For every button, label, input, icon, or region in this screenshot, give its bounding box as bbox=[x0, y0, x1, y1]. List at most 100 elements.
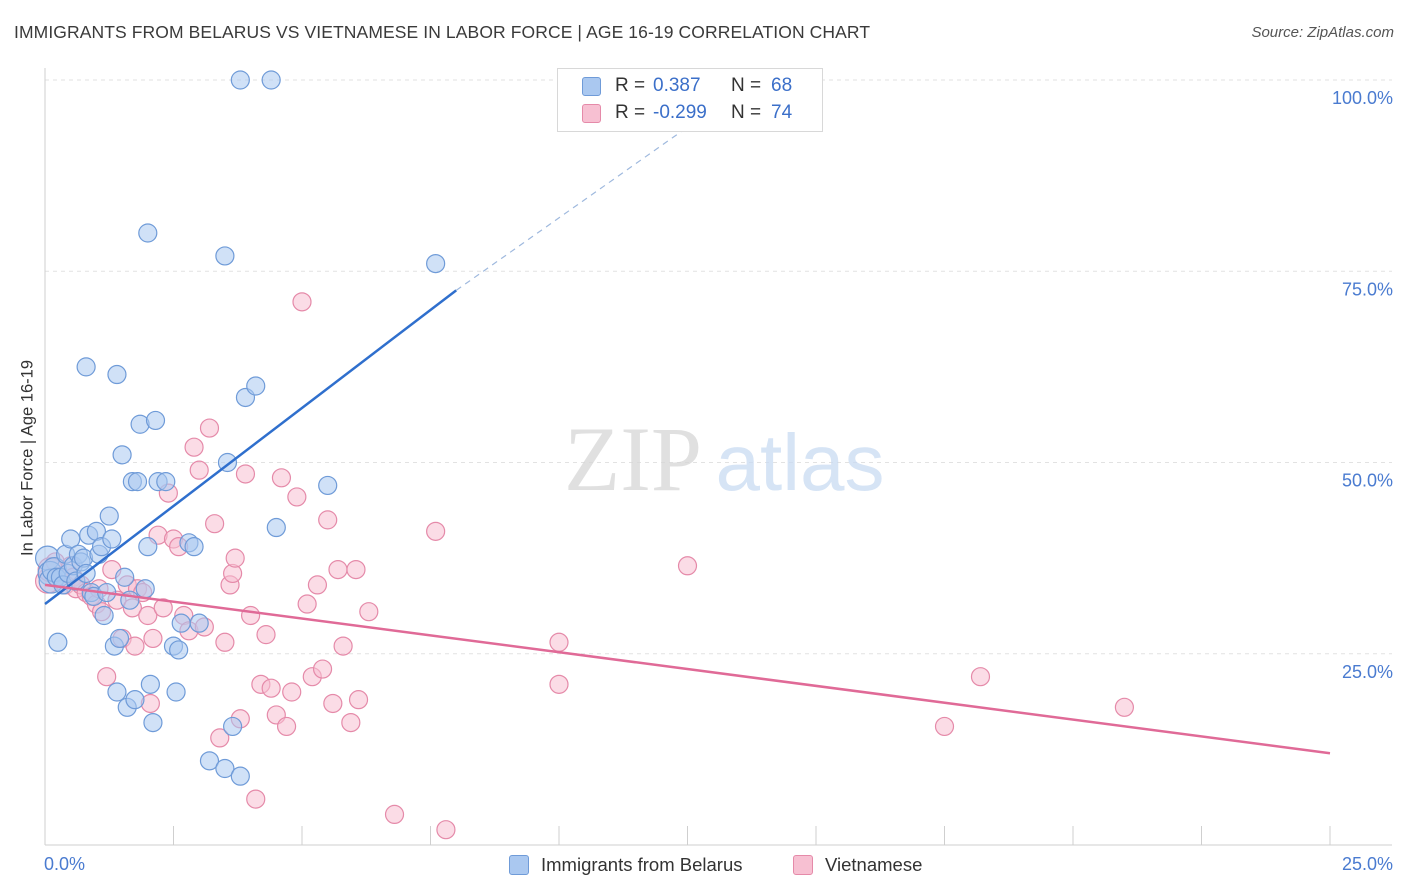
data-point bbox=[107, 364, 127, 385]
data-point bbox=[215, 246, 235, 266]
data-point bbox=[184, 537, 204, 557]
legend-row-vietnamese: R = -0.299 N = 74 bbox=[582, 101, 792, 125]
data-point bbox=[120, 590, 140, 610]
data-point bbox=[125, 636, 145, 656]
legend-r-value: -0.299 bbox=[653, 102, 707, 123]
data-point bbox=[109, 628, 130, 649]
y-tick-label: 25.0% bbox=[1342, 662, 1393, 682]
legend-n-value: 74 bbox=[771, 102, 793, 123]
data-point bbox=[230, 70, 250, 90]
legend-row-belarus: R = 0.387 N = 68 bbox=[582, 74, 792, 98]
data-point bbox=[76, 357, 96, 377]
data-point bbox=[235, 464, 256, 484]
chart-title: IMMIGRANTS FROM BELARUS VS VIETNAMESE IN… bbox=[14, 22, 871, 42]
data-point bbox=[230, 766, 250, 786]
data-point bbox=[125, 690, 145, 710]
data-point bbox=[436, 820, 456, 840]
x-tick-label: 0.0% bbox=[44, 854, 85, 874]
legend-r-label: R = bbox=[615, 102, 646, 123]
data-point bbox=[282, 682, 302, 702]
data-point bbox=[246, 376, 266, 396]
trend-lines bbox=[44, 79, 1331, 755]
data-point bbox=[549, 674, 569, 694]
data-point bbox=[970, 667, 991, 687]
data-point bbox=[297, 594, 317, 614]
data-point bbox=[271, 468, 292, 488]
data-point bbox=[934, 716, 955, 737]
data-point bbox=[112, 445, 132, 465]
grid-lines bbox=[45, 79, 1392, 655]
data-point bbox=[261, 678, 281, 698]
data-point bbox=[346, 559, 366, 580]
data-point bbox=[215, 632, 235, 652]
data-point bbox=[677, 556, 698, 576]
bottom-legend-belarus: Immigrants from Belarus bbox=[509, 852, 743, 878]
bottom-legend-vietnamese: Vietnamese bbox=[793, 852, 922, 878]
legend-n-label: N = bbox=[731, 102, 762, 123]
data-point bbox=[426, 521, 446, 541]
trend-line-belarus-extension bbox=[455, 79, 755, 291]
data-point bbox=[328, 559, 348, 580]
watermark-atlas: atlas bbox=[716, 418, 885, 507]
data-point bbox=[225, 548, 245, 568]
tick-labels: 100.0% 75.0% 50.0% 25.0% 0.0% 25.0% bbox=[44, 88, 1393, 874]
data-point bbox=[426, 254, 446, 274]
data-point bbox=[287, 487, 307, 507]
data-point bbox=[307, 575, 328, 595]
y-axis-label: In Labor Force | Age 16-19 bbox=[18, 360, 37, 556]
data-point bbox=[223, 716, 243, 737]
data-point bbox=[199, 751, 220, 771]
y-tick-label: 100.0% bbox=[1332, 88, 1393, 108]
vietnamese-points bbox=[34, 292, 1135, 840]
x-tick-label: 25.0% bbox=[1342, 854, 1393, 874]
data-point bbox=[184, 437, 204, 457]
correlation-legend: R = 0.387 N = 68 R = -0.299 N = 74 bbox=[557, 68, 823, 132]
data-point bbox=[189, 460, 209, 480]
data-point bbox=[266, 517, 286, 538]
data-point bbox=[127, 472, 148, 492]
legend-swatch-belarus bbox=[582, 76, 601, 96]
source-label: Source: ZipAtlas.com bbox=[1251, 24, 1394, 41]
data-point bbox=[199, 418, 220, 438]
data-point bbox=[115, 567, 135, 587]
belarus-points bbox=[34, 70, 446, 786]
data-point bbox=[102, 529, 122, 549]
y-tick-label: 75.0% bbox=[1342, 279, 1393, 299]
data-point bbox=[210, 728, 230, 748]
watermark: ZIP atlas bbox=[564, 408, 884, 510]
bottom-legend-swatch-vietnamese bbox=[793, 855, 813, 875]
data-point bbox=[549, 632, 569, 652]
data-point bbox=[156, 472, 176, 492]
legend-swatch-vietnamese bbox=[582, 103, 601, 123]
legend-n-value: 68 bbox=[771, 75, 793, 96]
bottom-legend-label-belarus: Immigrants from Belarus bbox=[541, 854, 743, 875]
data-point bbox=[333, 636, 353, 656]
legend-r-label: R = bbox=[615, 75, 646, 96]
data-point bbox=[318, 475, 338, 496]
bottom-legend-label-vietnamese: Vietnamese bbox=[825, 854, 923, 875]
legend-r-value: 0.387 bbox=[653, 75, 701, 96]
data-point bbox=[341, 712, 361, 733]
data-point bbox=[318, 510, 338, 530]
y-tick-label: 50.0% bbox=[1342, 471, 1393, 491]
data-point bbox=[138, 605, 158, 626]
data-point bbox=[246, 789, 266, 809]
data-point bbox=[256, 625, 276, 645]
legend-n-label: N = bbox=[731, 75, 762, 96]
data-point bbox=[143, 712, 163, 733]
data-point bbox=[97, 667, 117, 687]
data-point bbox=[138, 223, 158, 243]
data-point bbox=[276, 716, 297, 737]
trend-line-belarus bbox=[44, 289, 457, 606]
data-point bbox=[140, 674, 160, 694]
data-point bbox=[48, 632, 68, 652]
data-point bbox=[171, 613, 191, 633]
data-point bbox=[189, 613, 209, 633]
data-point bbox=[348, 690, 369, 710]
watermark-zip: ZIP bbox=[564, 408, 702, 510]
data-point bbox=[166, 682, 186, 702]
data-point bbox=[145, 410, 166, 431]
axes bbox=[44, 68, 1392, 846]
data-point bbox=[61, 529, 81, 549]
